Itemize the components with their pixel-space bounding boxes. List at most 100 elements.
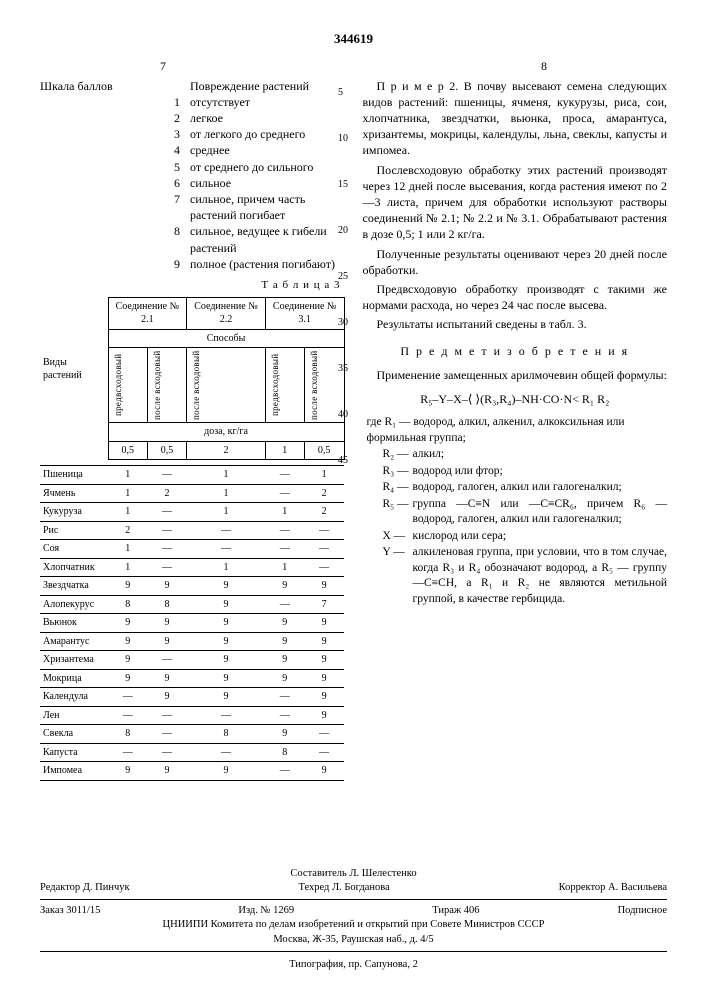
scale-header: Шкала баллов	[40, 78, 160, 94]
def-text: группа —C≡N или —C≡CR₆, причем R₆ — водо…	[413, 497, 668, 528]
data-cell: 9	[304, 651, 344, 670]
data-cell: 1	[265, 503, 304, 522]
page-numbers: 7 8	[40, 58, 667, 78]
data-cell: 9	[187, 632, 266, 651]
data-cell: 9	[147, 669, 186, 688]
data-cell: —	[304, 521, 344, 540]
data-cell: —	[304, 540, 344, 559]
method-col: после всходовый	[147, 348, 186, 423]
method-col: после всходовый	[187, 348, 266, 423]
plant-name: Вьюнок	[40, 614, 108, 633]
dose-val: 0,5	[147, 441, 186, 460]
example-label: П р и м е р 2.	[377, 79, 459, 93]
plant-name: Кукуруза	[40, 503, 108, 522]
scale-desc: от среднего до сильного	[190, 159, 345, 175]
data-cell: 8	[108, 595, 147, 614]
corrector: Корректор А. Васильева	[559, 881, 667, 895]
def-text: водород, галоген, алкил или галогеналкил…	[413, 480, 668, 496]
plant-name: Хризантема	[40, 651, 108, 670]
data-cell: —	[187, 521, 266, 540]
data-cell: 9	[265, 725, 304, 744]
data-cell: 9	[147, 632, 186, 651]
page-right: 8	[541, 58, 547, 74]
izd: Изд. № 1269	[238, 904, 294, 918]
data-cell: —	[147, 706, 186, 725]
def-symbol: R₃ —	[383, 464, 413, 480]
comp-2-1: Соединение № 2.1	[108, 297, 187, 329]
def-symbol: R₅ —	[383, 497, 413, 528]
data-cell: 9	[304, 762, 344, 781]
damage-scale: Шкала балловПовреждение растений1отсутст…	[40, 78, 345, 272]
content-columns: Шкала балловПовреждение растений1отсутст…	[40, 78, 667, 781]
plant-name: Календула	[40, 688, 108, 707]
plant-name: Хлопчатник	[40, 558, 108, 577]
data-cell: 9	[265, 651, 304, 670]
data-cell: —	[265, 466, 304, 485]
data-cell: —	[265, 762, 304, 781]
subscription: Подписное	[618, 904, 667, 918]
scale-desc: сильное, причем часть растений погибает	[190, 191, 345, 223]
page-left: 7	[160, 58, 166, 74]
data-cell: 2	[147, 484, 186, 503]
doc-number: 344619	[40, 30, 667, 48]
data-cell: 1	[187, 558, 266, 577]
data-cell: —	[108, 688, 147, 707]
table3-label: Т а б л и ц а 3	[40, 278, 341, 293]
compiler: Составитель Л. Шелестенко	[40, 867, 667, 881]
def-text: алкил;	[413, 447, 668, 463]
line-mark: 15	[338, 178, 348, 192]
scale-desc: сильное, ведущее к гибели растений	[190, 223, 345, 255]
left-column: Шкала балловПовреждение растений1отсутст…	[40, 78, 345, 781]
data-cell: 1	[108, 540, 147, 559]
data-cell: 1	[108, 466, 147, 485]
data-cell: 9	[187, 688, 266, 707]
data-cell: 9	[187, 595, 266, 614]
kinds-header: Виды растений	[40, 297, 108, 441]
dose-header: доза, кг/га	[108, 423, 344, 442]
data-cell: 1	[187, 466, 266, 485]
data-cell: 2	[304, 503, 344, 522]
data-cell: 9	[304, 614, 344, 633]
para2: Послевсходовую обработку этих растений п…	[363, 162, 668, 243]
method-col: предвсходовый	[265, 348, 304, 423]
table3: Виды растенийСоединение № 2.1Соединение …	[40, 297, 345, 781]
tirazh: Тираж 406	[432, 904, 479, 918]
data-cell: 2	[304, 484, 344, 503]
scale-num: 1	[160, 94, 190, 110]
scale-desc: от легкого до среднего	[190, 126, 345, 142]
def-symbol: X —	[383, 529, 413, 545]
line-mark: 20	[338, 224, 348, 238]
org1: ЦНИИПИ Комитета по делам изобретений и о…	[40, 918, 667, 932]
scale-desc: полное (растения погибают)	[190, 256, 345, 272]
data-cell: —	[147, 558, 186, 577]
definitions: где R₁ — водород, алкил, алкенил, алкокс…	[363, 415, 668, 607]
scale-num: 3	[160, 126, 190, 142]
dose-val: 1	[265, 441, 304, 460]
data-cell: 9	[265, 632, 304, 651]
data-cell: —	[147, 725, 186, 744]
data-cell: —	[265, 706, 304, 725]
scale-col2: Повреждение растений	[190, 78, 345, 94]
scale-desc: среднее	[190, 142, 345, 158]
data-cell: 8	[187, 725, 266, 744]
data-cell: —	[108, 743, 147, 762]
data-cell: 9	[108, 762, 147, 781]
def-symbol: Y —	[383, 545, 413, 607]
data-cell: —	[265, 484, 304, 503]
data-cell: 1	[108, 484, 147, 503]
plant-name: Капуста	[40, 743, 108, 762]
data-cell: 9	[304, 669, 344, 688]
data-cell: 9	[304, 577, 344, 596]
data-cell: 9	[304, 706, 344, 725]
example2: П р и м е р 2. В почву высевают семена с…	[363, 78, 668, 159]
scale-num: 8	[160, 223, 190, 255]
dose-val: 0,5	[108, 441, 147, 460]
data-cell: 9	[187, 614, 266, 633]
data-cell: 1	[265, 558, 304, 577]
data-cell: 1	[108, 503, 147, 522]
method-col: предвсходовый	[108, 348, 147, 423]
scale-num: 2	[160, 110, 190, 126]
data-cell: 9	[108, 651, 147, 670]
def-symbol: R₄ —	[383, 480, 413, 496]
data-cell: 9	[265, 614, 304, 633]
